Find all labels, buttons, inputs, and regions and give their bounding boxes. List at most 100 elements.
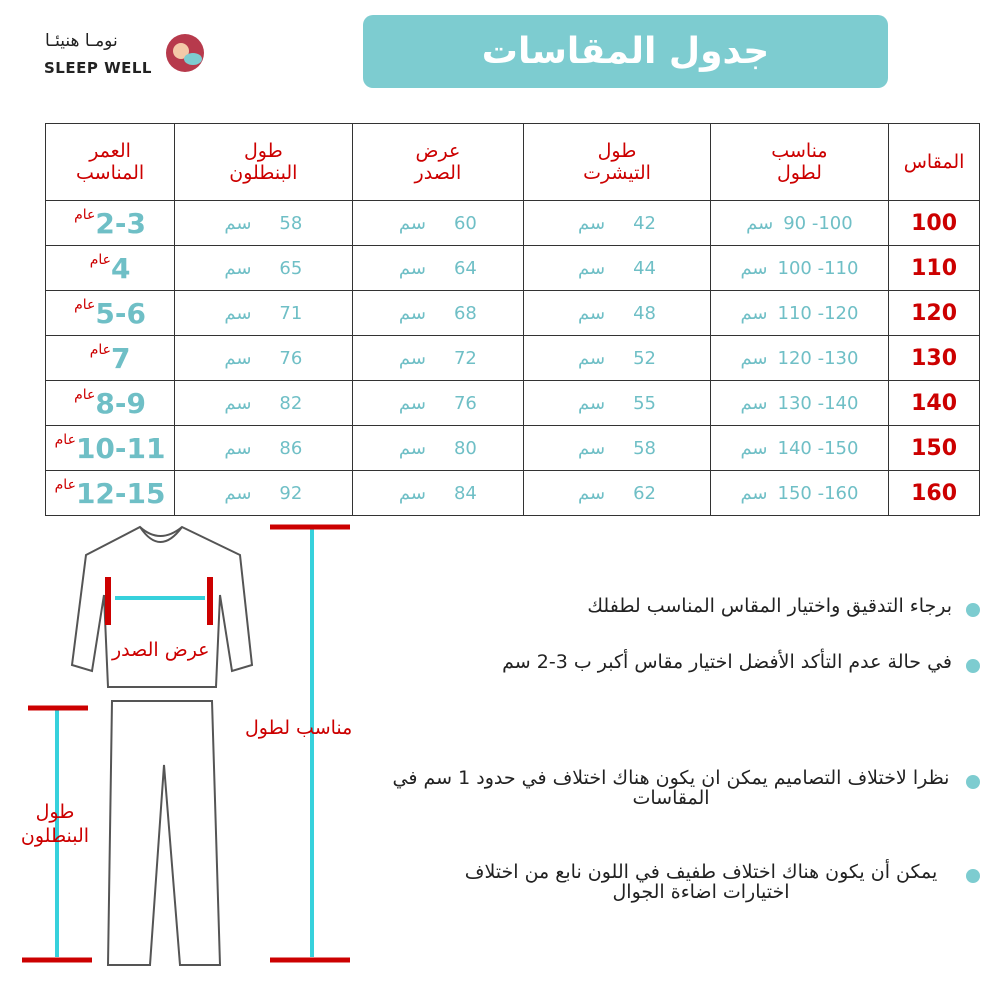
shirt-outline [70,525,254,688]
table-row: 100 سم 90 -100 سم 42 سم 60 سم 58 عام 2-3 [44,200,980,246]
unit-label: سم [398,392,426,414]
logo-arabic: نومـا هنيئـا [45,31,118,51]
size-cell: 150 [888,425,980,471]
chest-value: 64 [453,257,477,279]
age-cell: عام 5-6 [44,290,176,336]
shirt-value: 48 [633,302,656,324]
pants-cell: سم 58 [174,200,353,246]
pants-value: 86 [279,437,303,459]
age-cell: عام 8-9 [44,380,176,426]
shirt-cell: سم 58 [523,425,711,471]
age-cell: عام 2-3 [44,200,176,246]
height-cell: سم 100 -110 [709,245,890,291]
bullet-icon [966,869,980,883]
height-cell: سم 110 -120 [709,290,890,336]
unit-label: سم [224,347,252,369]
age-unit: عام [54,431,76,448]
age-value: 5-6 [95,296,147,330]
header-height: مناسب لطول [709,123,890,201]
unit-label: سم [578,482,606,504]
header-chest: عرض الصدر [351,123,525,201]
chest-value: 72 [453,347,477,369]
pants-outline [106,700,222,966]
shirt-cell: سم 42 [523,200,711,246]
chest-value: 76 [453,392,477,414]
table-row: 140 سم 130 -140 سم 55 سم 76 سم 82 عام 8-9 [44,380,980,426]
unit-label: سم [224,437,252,459]
age-cell: عام 10-11 [44,425,176,471]
height-cell: سم 150 -160 [709,470,890,516]
height-value: 130 -140 [777,392,859,414]
age-unit: عام [74,386,96,403]
height-cell: سم 120 -130 [709,335,890,381]
pants-cell: سم 86 [174,425,353,471]
chest-cell: سم 72 [351,335,525,381]
header-age: العمر المناسب [44,123,176,201]
height-value: 110 -120 [777,302,859,324]
pants-value: 65 [279,257,303,279]
unit-label: سم [398,482,426,504]
unit-label: سم [740,392,768,414]
size-cell: 130 [888,335,980,381]
shirt-value: 52 [633,347,656,369]
table-row: 150 سم 140 -150 سم 58 سم 80 سم 86 عام 10-11 [44,425,980,471]
age-unit: عام [89,341,111,358]
note-item: يمكن أن يكون هناك اختلاف طفيف في اللون ن… [450,862,980,902]
shirt-cell: سم 55 [523,380,711,426]
unit-label: سم [740,347,768,369]
header-pants: طول البنطلون [174,123,353,201]
unit-label: سم [578,392,606,414]
shirt-value: 55 [633,392,656,414]
chest-cell: سم 64 [351,245,525,291]
age-value: 7 [110,341,131,375]
unit-label: سم [224,482,252,504]
size-table: المقاس مناسب لطول طول التيشرت عرض الصدر … [44,123,980,516]
pants-cell: سم 71 [174,290,353,336]
height-cell: سم 140 -150 [709,425,890,471]
shirt-value: 62 [633,482,656,504]
unit-label: سم [746,212,774,234]
height-value: 90 -100 [783,212,853,234]
size-cell: 160 [888,470,980,516]
age-cell: عام 7 [44,335,176,381]
unit-label: سم [224,392,252,414]
unit-label: سم [398,347,426,369]
unit-label: سم [578,257,606,279]
garment-diagram [22,524,350,966]
chest-cell: سم 84 [351,470,525,516]
age-value: 12-15 [75,476,166,510]
pants-cell: سم 92 [174,470,353,516]
table-row: 130 سم 120 -130 سم 52 سم 72 سم 76 عام 7 [44,335,980,381]
shirt-value: 44 [633,257,656,279]
chest-cell: سم 80 [351,425,525,471]
shirt-value: 58 [633,437,656,459]
age-unit: عام [74,206,96,223]
unit-label: سم [224,257,252,279]
unit-label: سم [578,212,606,234]
unit-label: سم [740,302,768,324]
age-cell: عام 12-15 [44,470,176,516]
shirt-cell: سم 48 [523,290,711,336]
height-value: 150 -160 [777,482,859,504]
age-value: 4 [110,251,131,285]
pants-value: 92 [279,482,303,504]
chest-value: 84 [453,482,477,504]
chest-value: 60 [453,212,477,234]
height-label: مناسب لطول [245,717,353,739]
pants-value: 76 [279,347,303,369]
age-value: 10-11 [75,431,166,465]
pants-value: 82 [279,392,303,414]
chest-cell: سم 60 [351,200,525,246]
age-value: 2-3 [95,206,147,240]
table-row: 110 سم 100 -110 سم 44 سم 64 سم 65 عام 4 [44,245,980,291]
note-item: في حالة عدم التأكد الأفضل اختيار مقاس أك… [502,652,980,673]
chest-value: 68 [453,302,477,324]
table-row: 160 سم 150 -160 سم 62 سم 84 سم 92 عام 12-15 [44,470,980,516]
page-title: جدول المقاسات [363,15,888,88]
table-row: 120 سم 110 -120 سم 48 سم 68 سم 71 عام 5-6 [44,290,980,336]
size-cell: 140 [888,380,980,426]
size-cell: 110 [888,245,980,291]
height-value: 120 -130 [777,347,859,369]
unit-label: سم [398,212,426,234]
bullet-icon [966,603,980,617]
